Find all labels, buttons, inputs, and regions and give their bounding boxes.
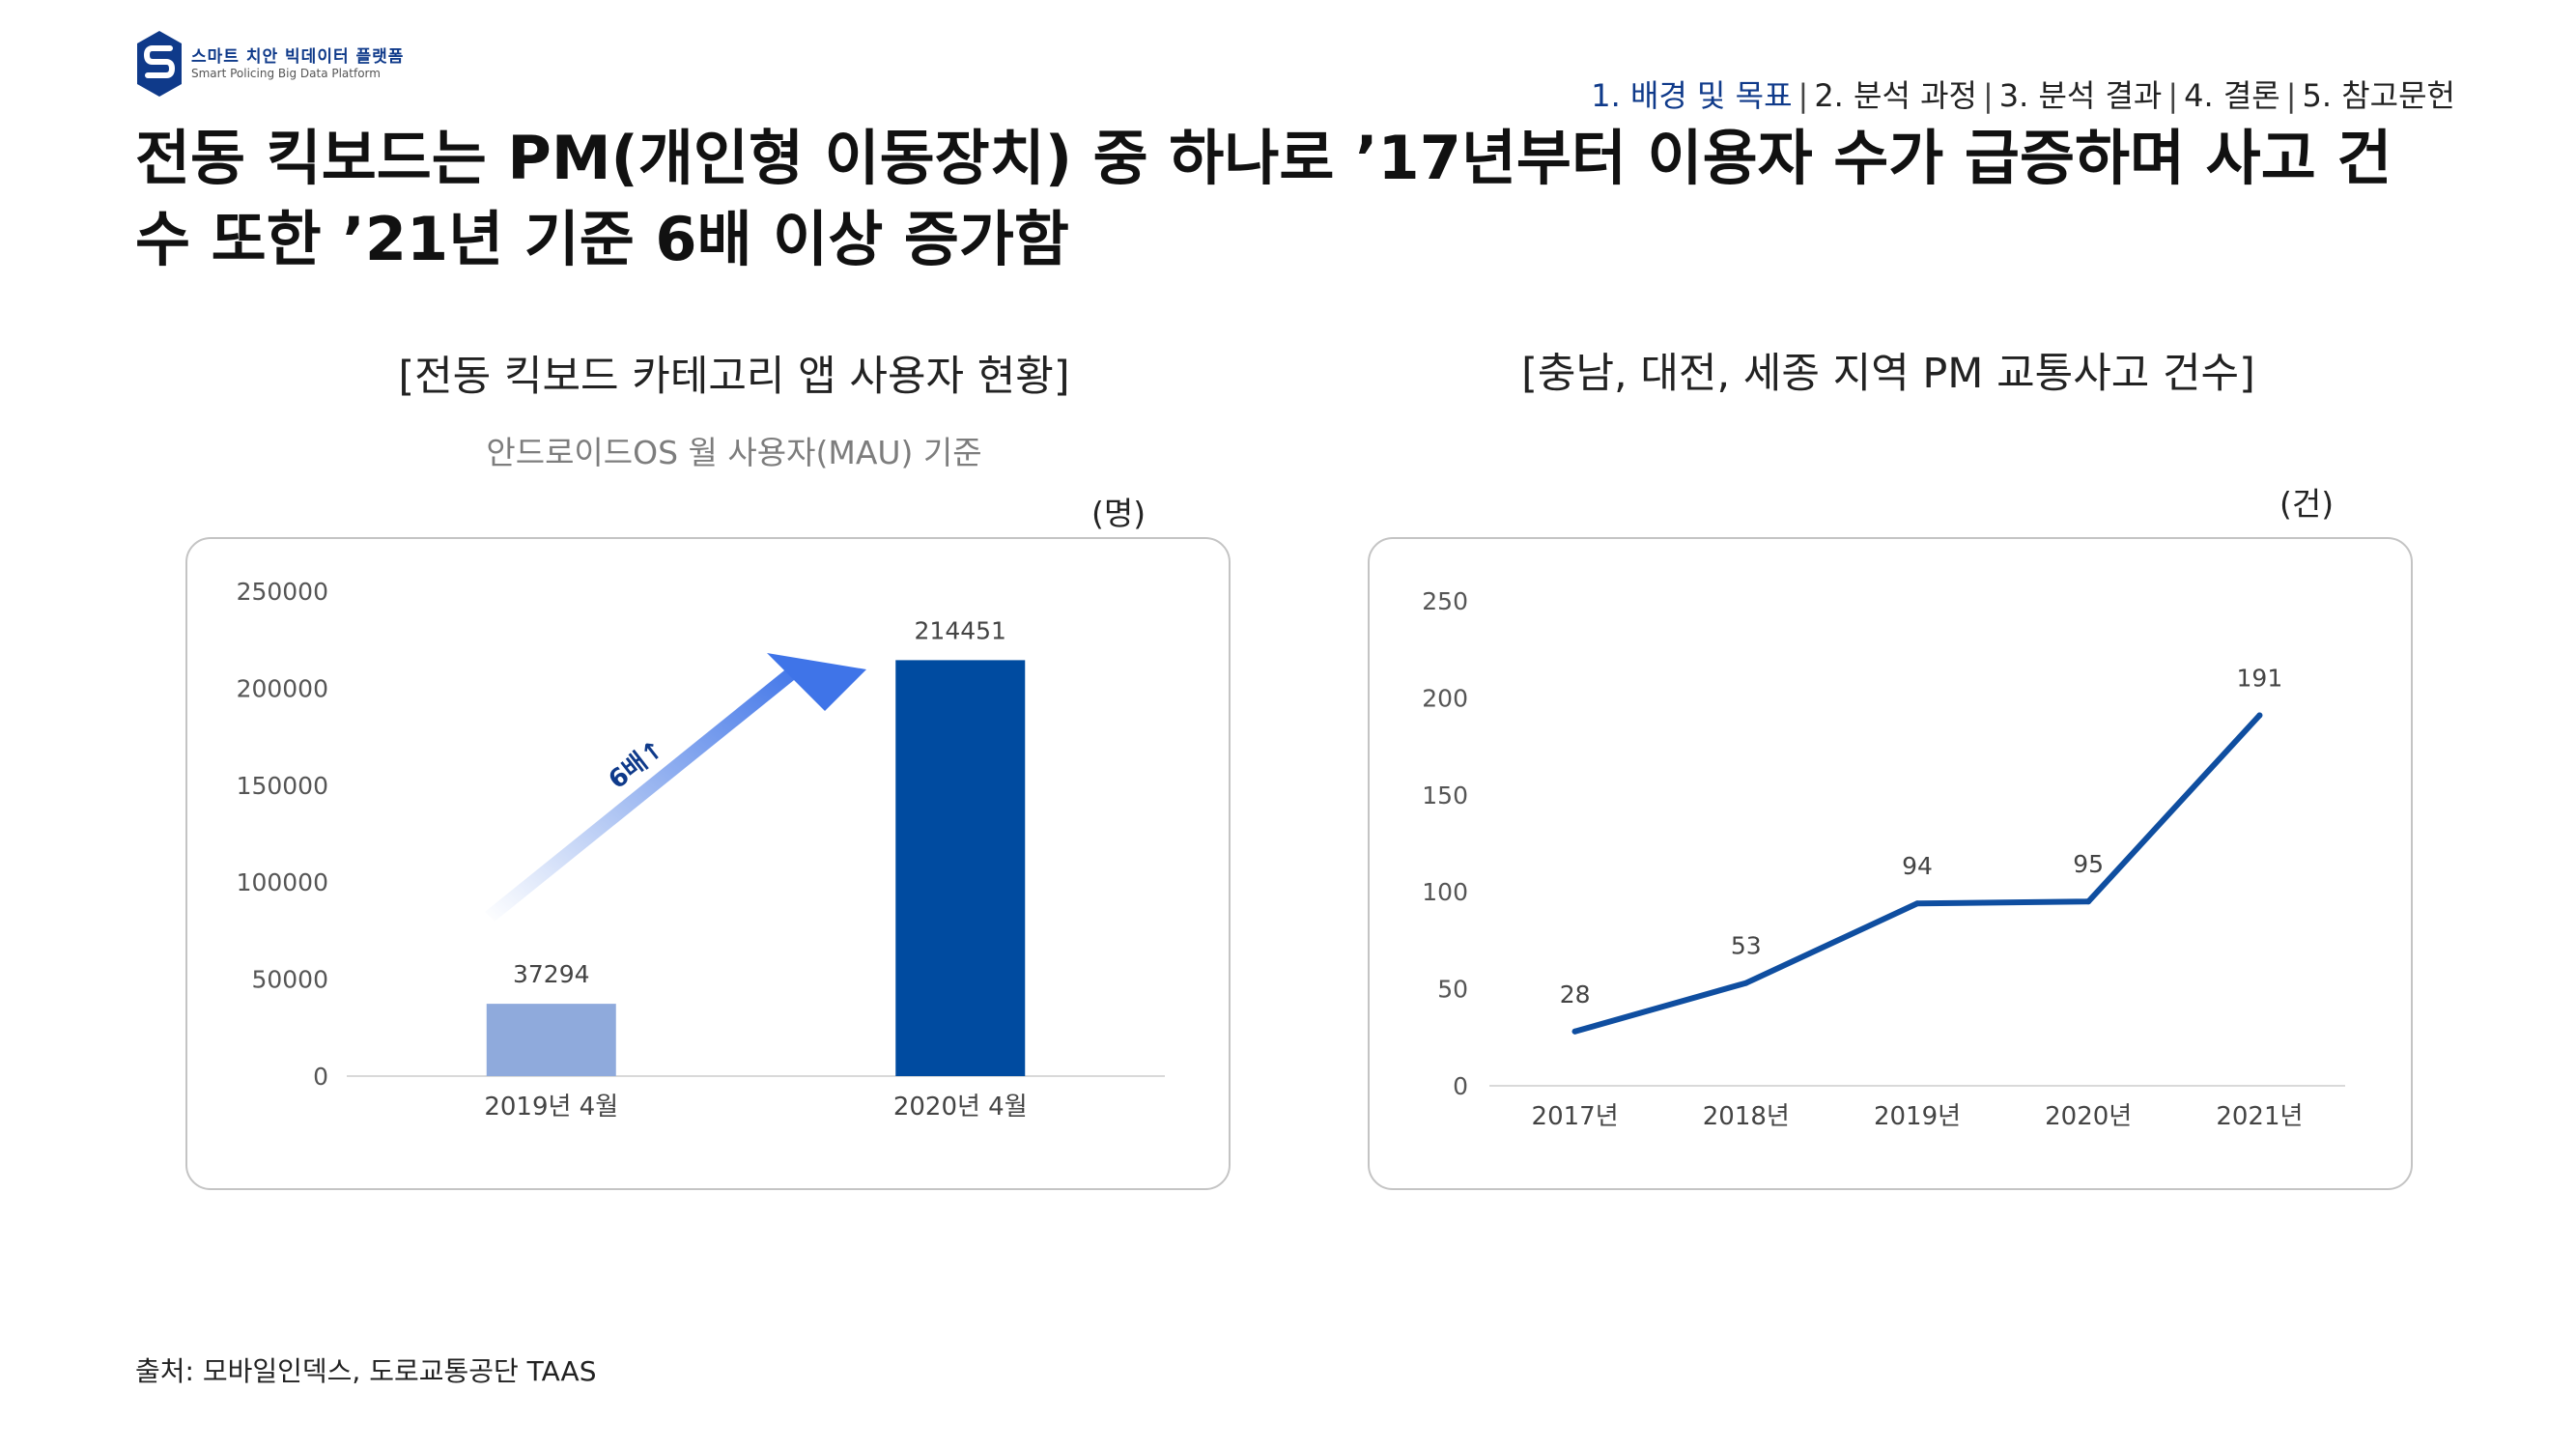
- bar-chart: 0 50000 100000 150000 200000 250000 37294 2019년…: [237, 578, 1165, 1122]
- line-point-5: [2256, 712, 2263, 719]
- growth-arrow-shaft: [485, 663, 804, 922]
- page-headline: 전동 킥보드는 PM(개인형 이동장치) 중 하나로 ’17년부터 이용자 수가…: [135, 118, 2473, 280]
- line-category-label: 2019년: [1874, 1102, 1961, 1131]
- nav-item-4[interactable]: 4. 결론: [2184, 77, 2280, 114]
- bar-y-tick-label: 200000: [237, 674, 328, 702]
- line-chart-unit: (건): [2279, 485, 2335, 523]
- section-nav: 1. 배경 및 목표 | 2. 분석 과정 | 3. 분석 결과 | 4. 결론 | 5. 참고…: [1591, 71, 2455, 116]
- bar-chart-unit: (명): [1091, 495, 1146, 532]
- bar-chart-subtitle: 안드로이드OS 월 사용자(MAU) 기준: [486, 434, 982, 471]
- bar-y-tick-label: 100000: [237, 868, 328, 896]
- logo-name: 스마트 치안 빅데이터 플랫폼: [191, 46, 405, 67]
- nav-item-3[interactable]: 3. 분석 결과: [1998, 77, 2163, 114]
- line-y-tick-label: 150: [1422, 781, 1468, 810]
- nav-separator: |: [1798, 77, 1809, 114]
- line-category-label: 2021년: [2216, 1102, 2303, 1131]
- logo-subtitle: Smart Policing Big Data Platform: [191, 67, 381, 80]
- line-data-label: 53: [1731, 932, 1762, 960]
- line-point-3: [1914, 900, 1920, 907]
- line-chart-title: [충남, 대전, 세종 지역 PM 교통사고 건수]: [1521, 350, 2255, 398]
- line-point-1: [1571, 1028, 1578, 1035]
- bar-y-tick-label: 50000: [251, 966, 328, 994]
- nav-separator: |: [2285, 77, 2297, 114]
- bar-y-tick-label: 250000: [237, 578, 328, 606]
- nav-item-5[interactable]: 5. 참고문헌: [2302, 77, 2455, 114]
- bar-data-label: 214451: [915, 616, 1006, 644]
- line-data-label: 191: [2237, 664, 2283, 692]
- line-category-label: 2018년: [1703, 1102, 1790, 1131]
- nav-separator: |: [1982, 77, 1994, 114]
- source-note: 출처: 모바일인덱스, 도로교통공단 TAAS: [135, 1355, 597, 1387]
- growth-arrow-icon: [485, 653, 866, 922]
- logo-hexagon-icon: [137, 31, 182, 97]
- bar-2: [895, 660, 1026, 1076]
- bar-data-label: 37294: [513, 960, 590, 988]
- platform-logo: 스마트 치안 빅데이터 플랫폼 Smart Policing Big Data …: [135, 29, 404, 99]
- line-point-4: [2085, 898, 2092, 905]
- headline-line-1: 전동 킥보드는 PM(개인형 이동장치) 중 하나로 ’17년부터 이용자 수가…: [135, 123, 2392, 193]
- bar-y-tick-label: 0: [313, 1063, 328, 1091]
- line-y-tick-label: 200: [1422, 684, 1468, 712]
- line-data-label: 94: [1902, 852, 1933, 880]
- bar-chart-panel: 0 50000 100000 150000 200000 250000 37294 2019년…: [185, 537, 1231, 1190]
- line-data-label: 28: [1560, 980, 1591, 1009]
- nav-item-2[interactable]: 2. 분석 과정: [1814, 77, 1977, 114]
- nav-item-1[interactable]: 1. 배경 및 목표: [1591, 77, 1793, 114]
- line-data-label: 95: [2073, 850, 2104, 878]
- line-category-label: 2020년: [2045, 1102, 2132, 1131]
- bar-1: [486, 1004, 616, 1076]
- line-y-tick-label: 50: [1437, 976, 1468, 1004]
- line-y-tick-label: 100: [1422, 878, 1468, 906]
- line-point-2: [1742, 980, 1749, 986]
- headline-line-2: 수 또한 ’21년 기준 6배 이상 증가함: [135, 204, 1069, 274]
- bar-chart-title: [전동 킥보드 카테고리 앱 사용자 현황]: [398, 353, 1070, 401]
- bar-category-label: 2020년 4월: [893, 1093, 1028, 1122]
- growth-arrow-head: [767, 653, 866, 711]
- line-chart: 0 50 100 150 200 250 28 2017년 53 2018년 94 2019년 95 20…: [1422, 587, 2345, 1131]
- line-category-label: 2017년: [1532, 1102, 1619, 1131]
- nav-separator: |: [2167, 77, 2179, 114]
- line-y-tick-label: 250: [1422, 587, 1468, 615]
- bar-y-tick-label: 150000: [237, 772, 328, 800]
- line-chart-panel: 0 50 100 150 200 250 28 2017년 53 2018년 94 2019년 95 20…: [1368, 537, 2413, 1190]
- line-y-tick-label: 0: [1453, 1072, 1468, 1100]
- bar-category-label: 2019년 4월: [484, 1093, 618, 1122]
